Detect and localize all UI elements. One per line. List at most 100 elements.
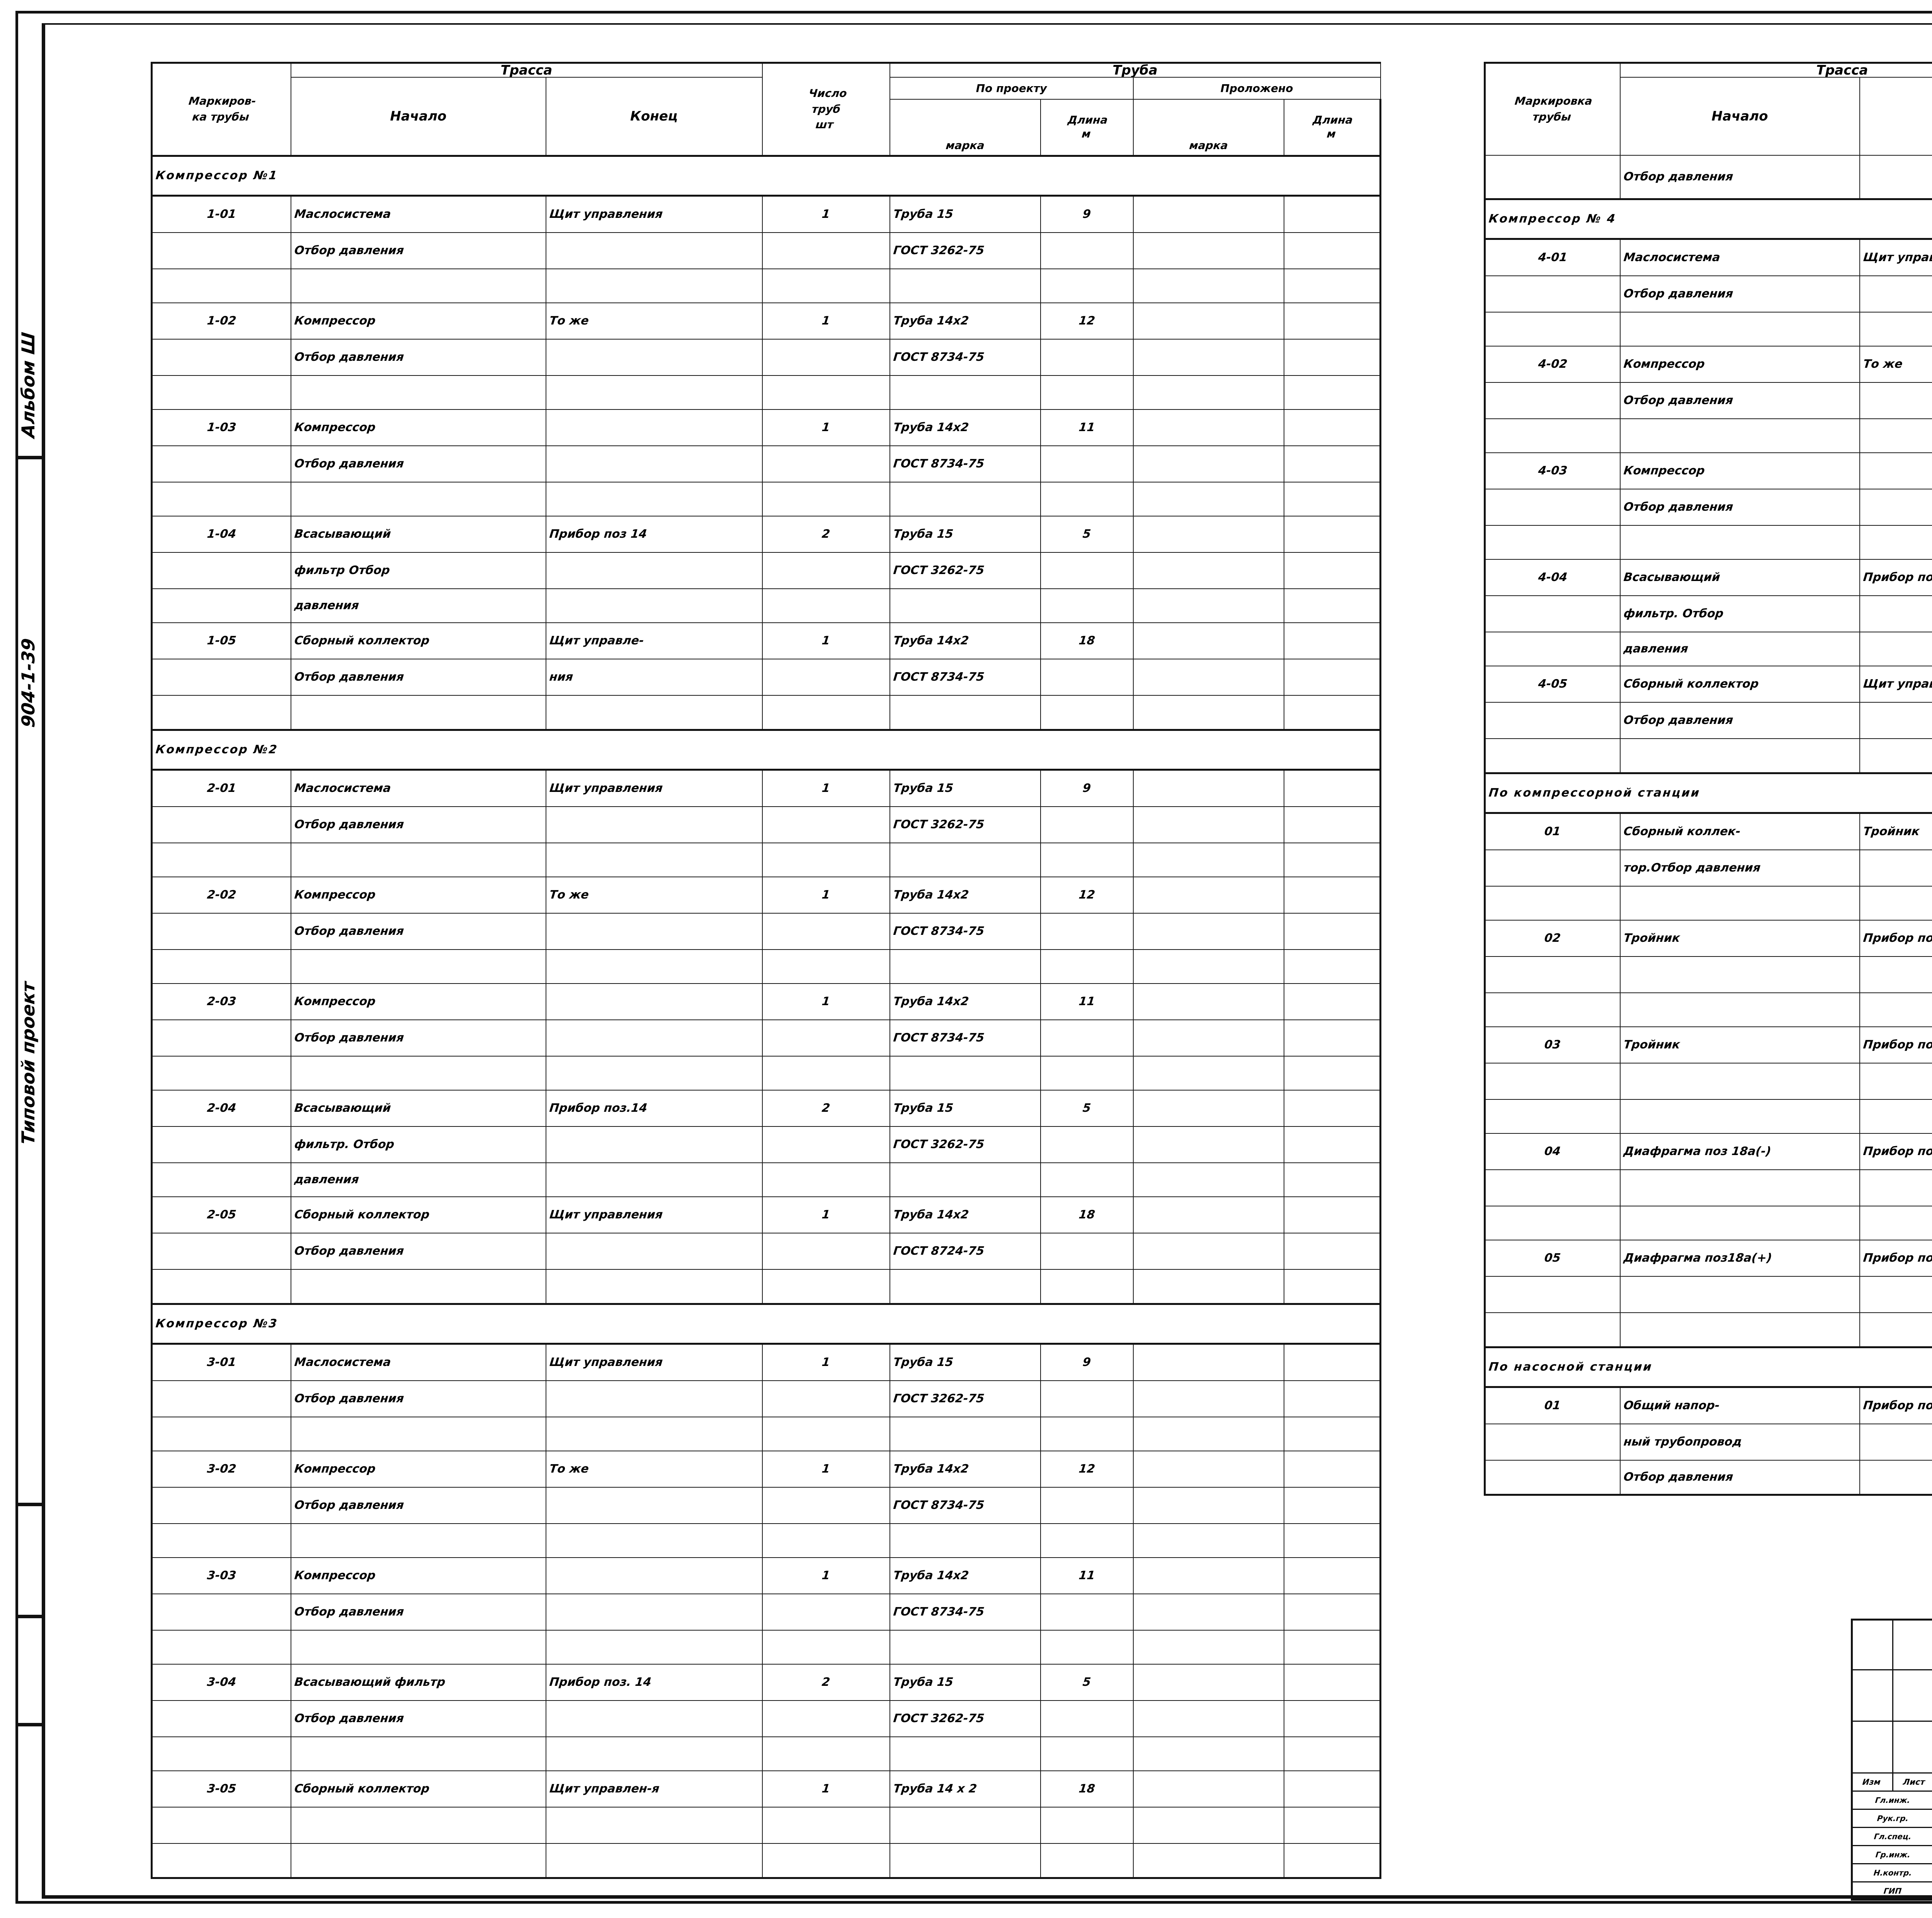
cell-grade-laid [1133, 1233, 1284, 1270]
cell-start [1619, 312, 1860, 347]
table-row-continuation: ный трубопроводГОСТ 3262-75 [1484, 1424, 1932, 1461]
cell-marking [1484, 1169, 1621, 1206]
cell-marking: 4-03 [1484, 452, 1621, 489]
cell-end [545, 268, 763, 303]
cell-grade-laid [1133, 949, 1284, 984]
cell-end: Щит управления [545, 195, 763, 233]
cell-length-laid [1283, 1417, 1382, 1451]
cell-length-laid [1283, 877, 1382, 914]
cell-start [1619, 525, 1860, 560]
cell-length-laid [1283, 482, 1382, 516]
cell-grade [889, 268, 1041, 303]
cell-start [290, 482, 546, 516]
cell-end [1859, 849, 1932, 887]
section-header-row: Компрессор №3 [150, 1303, 1382, 1345]
cell-start: Сборный коллектор [1619, 666, 1860, 703]
cell-length [1040, 375, 1134, 410]
table-row: 1-01 Маслосистема Щит управления 1 Труба 15 9 [151, 195, 1382, 233]
cell-grade: ГОСТ 8724-75 [889, 1233, 1041, 1270]
left-impulse-lines-table: Маркиров-ка трубы Трасса Число труб шт Тру… [150, 62, 1382, 1879]
cell-end [545, 1269, 763, 1305]
cell-grade-laid [1133, 1090, 1284, 1127]
table-row-spacer [151, 1523, 1382, 1558]
cell-length [1040, 445, 1134, 482]
table-row-spacer [151, 375, 1382, 410]
cell-marking [1484, 418, 1621, 453]
cell-length [1040, 1700, 1134, 1737]
cell-grade-laid [1133, 1056, 1284, 1091]
cell-length [1040, 1807, 1134, 1844]
cell-marking [1484, 382, 1621, 419]
revision-blank-cell [1851, 1619, 1893, 1670]
cell-grade-laid [1133, 1380, 1284, 1417]
cell-count [762, 1126, 890, 1163]
cell-count [762, 1056, 890, 1091]
table-row: 1-03 Компрессор 1 Труба 14х2 11 [151, 409, 1382, 446]
cell-start: Отбор давления [1619, 155, 1860, 200]
cell-length: 5 [1040, 1090, 1134, 1127]
cell-grade: Труба 15 [889, 516, 1041, 553]
table-row-continuation: фильтр. Отбор ГОСТ 3262-75 [151, 1126, 1382, 1163]
cell-marking [151, 1162, 291, 1197]
cell-marking [151, 659, 291, 696]
cell-count [762, 1162, 890, 1197]
cell-grade: Труба 14х2 [889, 1451, 1041, 1488]
cell-marking [1484, 1460, 1621, 1496]
table-row-spacer: давления [151, 588, 1382, 623]
section-title: Компрессор №1 [150, 155, 1382, 197]
cell-grade-laid [1133, 482, 1284, 516]
table-row-continuation: Отбор давления ГОСТ 8734-75 [151, 1019, 1382, 1057]
cell-start: Маслосистема [290, 1343, 546, 1381]
side-label-project: Типовой проект [18, 980, 39, 1146]
cell-end [1859, 1063, 1932, 1100]
cell-count: 1 [762, 622, 890, 659]
cell-marking: 01 [1484, 812, 1621, 850]
cell-length: 9 [1040, 195, 1134, 233]
table-row: 1-02 Компрессор То же 1 Труба 14х2 12 [151, 302, 1382, 340]
cell-grade [889, 482, 1041, 516]
cell-start: Отбор давления [290, 1019, 546, 1057]
col-header-end: Конец [545, 77, 763, 156]
cell-count [762, 1630, 890, 1665]
table-row-spacer [1484, 1312, 1932, 1348]
cell-count: 1 [762, 1557, 890, 1594]
cell-length: 18 [1040, 1770, 1134, 1808]
cell-count [762, 695, 890, 731]
section-title: Компрессор № 4 [1483, 198, 1932, 240]
cell-grade-laid [1133, 1451, 1284, 1488]
cell-start [290, 1269, 546, 1305]
cell-marking [1484, 489, 1621, 526]
cell-length [1040, 695, 1134, 731]
cell-count: 1 [762, 1343, 890, 1381]
cell-grade-laid [1133, 1196, 1284, 1233]
cell-end [545, 1233, 763, 1270]
cell-end: Щит управления [1859, 238, 1932, 276]
cell-length: 11 [1040, 983, 1134, 1020]
cell-end [1859, 418, 1932, 453]
cell-marking [1484, 312, 1621, 347]
cell-end [1859, 632, 1932, 666]
binding-tab-2 [17, 1503, 42, 1506]
cell-length-laid [1283, 1196, 1382, 1233]
table-row: 2-02 Компрессор То же 1 Труба 14х2 12 [151, 877, 1382, 914]
cell-end [1859, 886, 1932, 921]
cell-end: Прибор поз 14а [1859, 1026, 1932, 1063]
cell-start: Отбор давления [290, 1700, 546, 1737]
cell-length [1040, 1843, 1134, 1879]
cell-count: 1 [762, 1770, 890, 1808]
cell-grade [889, 1736, 1041, 1771]
table-row-continuation: Отбор давления ГОСТ 8724-75 [151, 1233, 1382, 1270]
signature-role-2: Гл.спец. [1851, 1828, 1932, 1846]
cell-start: Сборный коллек- [1619, 812, 1860, 850]
cell-marking: 3-04 [151, 1664, 291, 1701]
cell-length [1040, 339, 1134, 376]
cell-end [1859, 1312, 1932, 1348]
cell-marking: 01 [1484, 1386, 1621, 1424]
cell-grade: Труба 14х2 [889, 1196, 1041, 1233]
cell-end: Прибор поз. 18б(-) [1859, 1133, 1932, 1170]
cell-grade: ГОСТ 3262-75 [889, 1126, 1041, 1163]
table-row-spacer [151, 695, 1382, 731]
cell-end [1859, 956, 1932, 993]
